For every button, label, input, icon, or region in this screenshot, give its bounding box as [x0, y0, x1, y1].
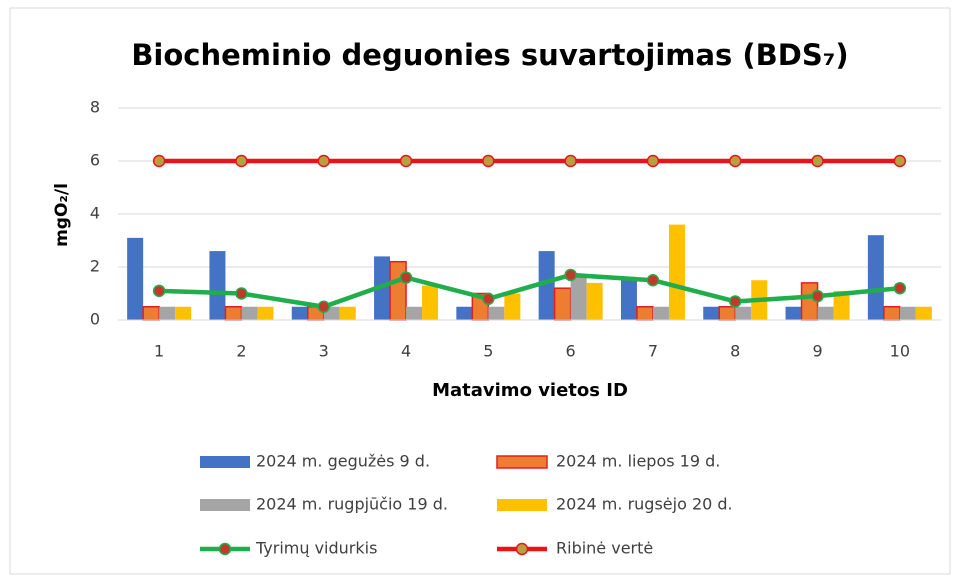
x-tick-label: 5 — [483, 342, 493, 361]
line-marker — [482, 292, 495, 306]
bar — [209, 251, 226, 320]
line-marker — [564, 154, 577, 168]
line-marker — [482, 154, 495, 168]
legend-label: 2024 m. rugsėjo 20 d. — [556, 495, 733, 514]
x-axis-label: Matavimo vietos ID — [432, 380, 628, 401]
line-marker — [152, 284, 166, 298]
line-marker — [729, 154, 742, 168]
bar — [339, 306, 356, 320]
bar — [488, 306, 505, 320]
bar — [899, 306, 916, 320]
bar — [553, 287, 572, 321]
line-marker — [646, 274, 660, 287]
line — [159, 272, 901, 310]
line-marker — [235, 287, 248, 300]
bar — [586, 282, 603, 320]
bar — [668, 224, 685, 320]
bar — [735, 306, 752, 320]
bar — [224, 306, 243, 321]
bar — [142, 306, 160, 321]
x-tick-label: 7 — [648, 342, 658, 361]
bar — [718, 306, 736, 321]
bar — [291, 306, 308, 320]
x-tick-label: 10 — [890, 342, 910, 361]
x-tick-label: 8 — [730, 342, 740, 361]
line-marker — [152, 154, 166, 168]
bar — [652, 306, 669, 320]
legend-label: Ribinė vertė — [556, 539, 653, 558]
y-axis-label: mgO₂/l — [52, 183, 72, 247]
legend-label: Tyrimų vidurkis — [255, 539, 377, 558]
bar — [456, 306, 473, 320]
bar — [703, 306, 720, 320]
legend-swatch — [200, 456, 250, 468]
line-marker — [811, 154, 824, 168]
x-tick-label: 2 — [236, 342, 246, 361]
line-marker — [564, 268, 577, 282]
y-tick-label: 6 — [90, 151, 100, 170]
bar — [620, 280, 637, 320]
bar — [538, 251, 555, 320]
line-marker — [317, 300, 330, 313]
bar — [422, 285, 439, 320]
line-marker — [399, 154, 413, 168]
bar — [785, 306, 802, 320]
bar — [883, 306, 901, 321]
legend-swatch — [497, 499, 547, 511]
line-marker — [235, 154, 248, 168]
line-marker — [399, 271, 413, 284]
line-marker — [893, 281, 907, 295]
bar — [406, 306, 423, 320]
bar — [159, 306, 176, 320]
x-tick-label: 9 — [812, 342, 822, 361]
bar — [241, 306, 258, 320]
legend-label: 2024 m. liepos 19 d. — [556, 452, 720, 471]
bar — [915, 306, 932, 320]
line-marker — [646, 154, 660, 168]
legend-marker — [218, 542, 232, 556]
bar — [636, 306, 654, 321]
bar — [867, 235, 884, 320]
bar — [127, 237, 144, 320]
x-tick-label: 4 — [401, 342, 411, 361]
chart-title: Biocheminio deguonies suvartojimas (BDS₇… — [131, 38, 848, 72]
line-marker — [811, 289, 824, 303]
line-marker — [729, 295, 742, 308]
y-tick-label: 4 — [90, 204, 100, 223]
y-tick-label: 0 — [90, 310, 100, 329]
x-tick-label: 3 — [319, 342, 329, 361]
legend-swatch — [496, 455, 548, 469]
bar — [504, 293, 521, 320]
bar — [175, 306, 192, 320]
y-tick-label: 2 — [90, 257, 100, 276]
legend-marker — [515, 542, 529, 556]
bar — [570, 274, 587, 320]
x-tick-label: 6 — [566, 342, 576, 361]
line-marker — [893, 154, 907, 168]
bar — [833, 290, 850, 320]
bar — [817, 306, 834, 320]
legend-swatch — [200, 499, 250, 511]
bar — [389, 260, 407, 321]
legend-label: 2024 m. rugpjūčio 19 d. — [256, 495, 448, 514]
line-marker — [317, 154, 330, 168]
bar — [257, 306, 274, 320]
x-tick-label: 1 — [154, 342, 164, 361]
y-tick-label: 8 — [90, 98, 100, 117]
legend-label: 2024 m. gegužės 9 d. — [256, 452, 430, 471]
